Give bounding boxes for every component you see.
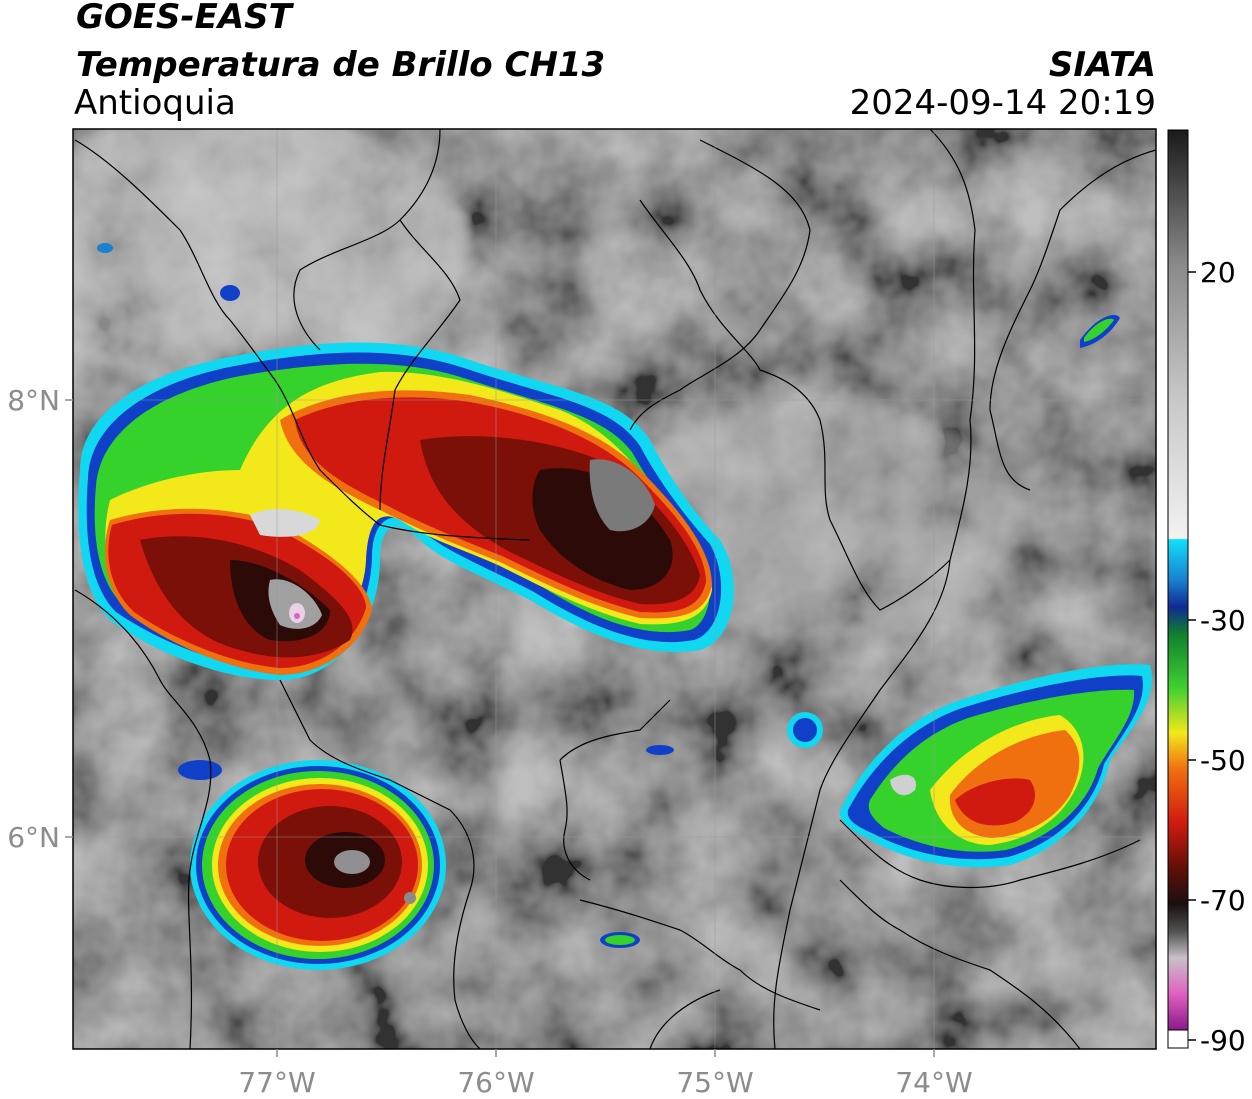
lat-tick-label: 8°N: [7, 384, 60, 417]
map-image: [73, 129, 1156, 1049]
lon-tick-label: 74°W: [895, 1066, 972, 1099]
satellite-title: GOES-EAST: [76, 0, 292, 37]
storm-cell-east: [839, 664, 1152, 868]
lon-tick-label: 75°W: [676, 1066, 753, 1099]
lon-tick-label: 76°W: [457, 1066, 534, 1099]
boundary-lines: [74, 129, 1156, 1049]
datetime-label: 2024-09-14 20:19: [849, 83, 1156, 123]
storm-cell-southwest: [190, 760, 446, 970]
colorbar-tick-label: -30: [1200, 604, 1246, 637]
colorbar-tick-label: -70: [1200, 884, 1246, 917]
map-frame: [72, 128, 1157, 1050]
colorbar-tick-label: -90: [1200, 1024, 1246, 1057]
lon-tick-label: 77°W: [238, 1066, 315, 1099]
axis-ticks: [65, 399, 935, 1057]
colorbar-tick-label: 20: [1200, 256, 1236, 289]
storm-cell-north: [78, 342, 734, 680]
graticule: [73, 129, 1156, 1049]
colorbar-tick-label: -50: [1200, 744, 1246, 777]
region-label: Antioquia: [74, 83, 236, 123]
agency-label: SIATA: [1048, 45, 1156, 85]
lat-tick-label: 6°N: [7, 821, 60, 854]
colorbar: 20 -30 -50 -70 -90: [1167, 129, 1246, 1057]
product-title: Temperatura de Brillo CH13: [76, 45, 606, 85]
